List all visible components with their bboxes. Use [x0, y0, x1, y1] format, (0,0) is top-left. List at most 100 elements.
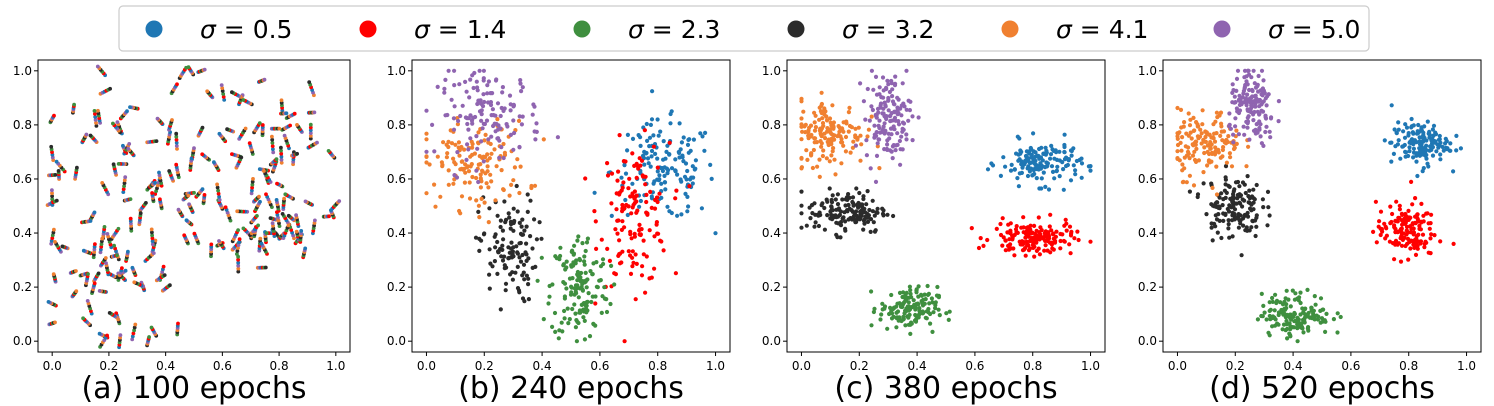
scatter-point [235, 252, 239, 256]
scatter-point [458, 167, 463, 172]
scatter-point [466, 147, 471, 152]
scatter-point [1214, 131, 1219, 136]
scatter-point [150, 191, 155, 195]
scatter-point [1413, 252, 1419, 257]
scatter-point [1019, 170, 1024, 175]
scatter-point [1188, 117, 1193, 122]
scatter-point [817, 117, 822, 122]
scatter-point [1060, 160, 1065, 165]
scatter-point [1445, 147, 1450, 152]
scatter-point [1309, 307, 1314, 312]
scatter-point [1393, 144, 1398, 149]
scatter-point [499, 168, 504, 173]
scatter-point [522, 277, 527, 282]
scatter-point [1284, 322, 1289, 327]
scatter-point [819, 101, 825, 107]
scatter-point [121, 190, 126, 195]
scatter-point [1023, 159, 1028, 165]
scatter-point [50, 197, 55, 202]
scatter-point [1233, 116, 1238, 121]
scatter-point [502, 150, 507, 155]
scatter-point [50, 236, 55, 241]
scatter-point [1425, 119, 1430, 124]
scatter-point [75, 165, 79, 170]
scatter-point [609, 171, 615, 176]
scatter-point [811, 147, 817, 153]
scatter-point [1073, 168, 1078, 173]
scatter-point [500, 228, 505, 233]
scatter-point [1415, 217, 1420, 222]
scatter-point [1012, 253, 1017, 258]
scatter-point [500, 243, 505, 248]
scatter-point [1241, 223, 1246, 228]
scatter-point [836, 221, 841, 226]
scatter-point [498, 224, 503, 230]
scatter-point [620, 219, 625, 224]
scatter-point [489, 113, 494, 118]
y-tick-label: 0.0 [13, 334, 32, 348]
scatter-point [574, 318, 579, 323]
scatter-point [128, 105, 132, 109]
scatter-point [632, 163, 637, 168]
scatter-point [669, 166, 675, 171]
scatter-point [625, 148, 630, 153]
scatter-point [686, 150, 691, 155]
scatter-point [517, 144, 522, 150]
scatter-point [282, 196, 286, 201]
scatter-point [1223, 175, 1228, 180]
scatter-point [1041, 170, 1046, 175]
scatter-point [837, 129, 842, 134]
scatter-point [886, 98, 891, 103]
scatter-point [1205, 149, 1210, 155]
scatter-point [520, 296, 526, 301]
scatter-point [884, 146, 890, 152]
scatter-point [435, 154, 440, 159]
scatter-point [713, 231, 718, 236]
scatter-point [894, 310, 899, 315]
scatter-point [868, 166, 873, 171]
scatter-point [1223, 211, 1228, 216]
scatter-point [92, 210, 97, 215]
scatter-point [1001, 155, 1006, 160]
scatter-point [486, 220, 491, 225]
scatter-point [1254, 224, 1259, 229]
scatter-point [1382, 138, 1387, 143]
scatter-point [620, 202, 625, 208]
scatter-point [641, 252, 646, 257]
legend-entry: σ = 4.1 [1001, 15, 1148, 44]
scatter-point [892, 127, 897, 132]
scatter-point [175, 147, 179, 151]
scatter-point [1288, 327, 1293, 332]
scatter-point [1047, 224, 1052, 229]
scatter-point [909, 320, 914, 325]
scatter-point [817, 105, 822, 110]
legend-value: = 1.4 [430, 15, 507, 44]
scatter-point [1448, 141, 1453, 146]
scatter-point [915, 301, 920, 306]
scatter-point [833, 197, 838, 202]
scatter-point [251, 177, 255, 181]
scatter-point [1195, 194, 1200, 200]
scatter-point [1371, 229, 1376, 234]
scatter-point [1262, 310, 1267, 315]
scatter-point [871, 220, 876, 225]
y-tick-label: 0.8 [13, 118, 32, 132]
scatter-point [1426, 164, 1431, 169]
scatter-point [534, 121, 539, 126]
scatter-point [56, 169, 61, 173]
scatter-point [1451, 241, 1456, 246]
scatter-point [857, 217, 863, 222]
x-tick-label: 1.0 [1081, 359, 1100, 373]
scatter-point [509, 246, 514, 251]
scatter-point [808, 123, 814, 128]
scatter-point [85, 299, 90, 303]
scatter-point [638, 198, 644, 204]
scatter-point [517, 290, 522, 295]
scatter-point [478, 185, 483, 190]
scatter-point [534, 237, 540, 242]
scatter-point [479, 112, 484, 117]
scatter-point [889, 118, 894, 123]
scatter-point [910, 114, 915, 119]
scatter-point [520, 252, 525, 258]
scatter-point [1026, 248, 1032, 253]
